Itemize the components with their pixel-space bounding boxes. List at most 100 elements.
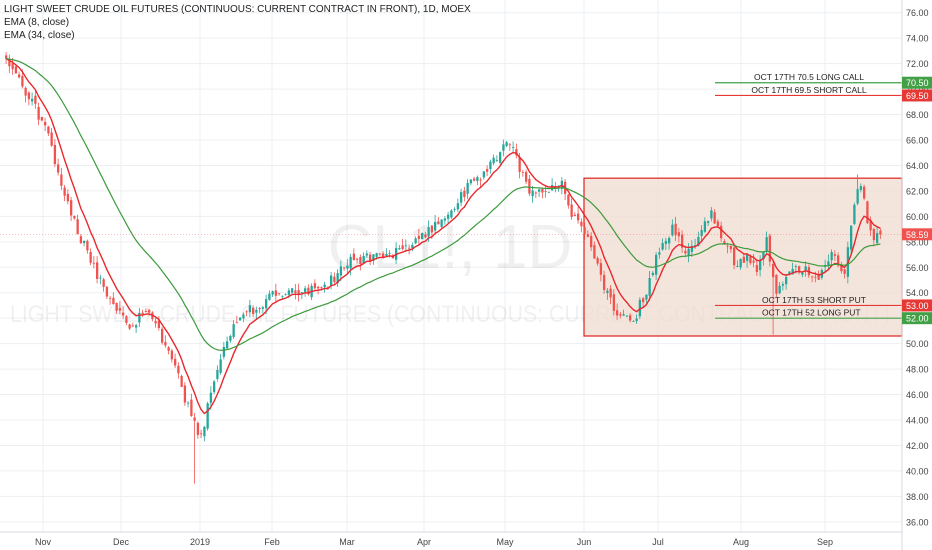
candle — [638, 297, 642, 320]
candle — [346, 259, 349, 275]
candle-body — [840, 264, 843, 272]
candle-body — [508, 144, 512, 146]
candle — [781, 281, 785, 291]
candle — [339, 260, 343, 282]
candle-body — [206, 403, 209, 429]
candle-body — [739, 258, 742, 268]
option-level[interactable]: OCT 17TH 53 SHORT PUT — [715, 295, 902, 307]
candle — [456, 198, 460, 213]
candle — [739, 258, 742, 270]
candle — [174, 353, 177, 369]
candle-body — [833, 254, 837, 256]
candle — [687, 243, 690, 263]
candle-body — [463, 190, 466, 197]
candle — [775, 274, 778, 298]
option-level-annotations[interactable]: OCT 17TH 70.5 LONG CALL OCT 17TH 69.5 SHO… — [715, 72, 902, 319]
time-axis[interactable]: Nov Dec 2019 Feb Mar Apr May Jun Jul Aug Sep — [0, 531, 902, 547]
candle-body — [642, 298, 645, 303]
candle-body — [161, 328, 164, 343]
candle — [115, 302, 118, 314]
candle-body — [453, 208, 456, 210]
candle-body — [60, 174, 63, 186]
candle — [248, 299, 252, 318]
candle — [167, 346, 170, 355]
candle-body — [408, 247, 411, 249]
candle — [122, 306, 125, 320]
option-level[interactable]: OCT 17TH 52 LONG PUT — [715, 308, 902, 319]
candle — [154, 317, 157, 328]
candle — [645, 294, 648, 305]
candle — [180, 374, 183, 387]
candle — [5, 52, 8, 65]
option-level[interactable]: OCT 17TH 70.5 LONG CALL — [715, 72, 902, 84]
candle-body — [167, 347, 170, 351]
candle — [76, 214, 79, 235]
candle — [47, 125, 50, 136]
candle-body — [668, 237, 671, 244]
candle-body — [222, 346, 226, 357]
candle-body — [762, 251, 765, 260]
candle-body — [369, 254, 372, 262]
candle-body — [21, 76, 24, 87]
candle-body — [440, 219, 443, 227]
candle-body — [66, 193, 70, 202]
candle — [284, 293, 287, 296]
candle-body — [567, 194, 570, 206]
candle-body — [505, 142, 508, 146]
candle — [632, 320, 635, 322]
candle — [479, 177, 482, 188]
candle — [242, 312, 245, 323]
candle — [664, 237, 668, 251]
y-tick-label: 54.00 — [906, 288, 929, 298]
candle — [690, 240, 694, 257]
candle — [11, 58, 14, 75]
candle — [625, 315, 629, 317]
candle-body — [417, 235, 421, 240]
candle — [508, 142, 512, 151]
candle — [187, 401, 190, 408]
price-tag-bg — [902, 299, 932, 312]
candle-body — [339, 266, 343, 276]
indicator-ema-slow[interactable]: EMA (34, close) — [4, 30, 75, 41]
candle-body — [512, 147, 515, 148]
candle-body — [856, 189, 859, 204]
indicator-ema-fast[interactable]: EMA (8, close) — [4, 17, 70, 28]
candle-body — [713, 212, 716, 224]
candle-body — [226, 341, 229, 349]
candle-body — [427, 227, 430, 237]
candle-body — [450, 210, 453, 218]
candle-body — [300, 292, 304, 293]
x-tick-label: Aug — [733, 537, 749, 547]
candle — [866, 200, 869, 225]
candle — [541, 187, 544, 199]
candle-body — [755, 265, 759, 272]
candle-body — [11, 63, 14, 70]
candle — [216, 365, 219, 382]
candle-body — [164, 341, 167, 346]
option-level[interactable]: OCT 17TH 69.5 SHORT CALL — [715, 85, 902, 97]
candle — [434, 215, 437, 234]
candle-body — [252, 307, 255, 315]
candle — [525, 169, 528, 185]
candle-body — [102, 279, 105, 287]
candle-body — [661, 243, 664, 250]
candle — [219, 353, 222, 375]
candle — [229, 334, 232, 343]
candle — [258, 307, 261, 314]
candle-body — [323, 284, 326, 288]
candle-body — [76, 219, 79, 235]
candle-body — [343, 267, 346, 269]
candle-body — [213, 381, 216, 393]
candle — [141, 309, 144, 317]
candle — [177, 362, 180, 379]
candle — [135, 323, 138, 333]
candle-body — [492, 157, 495, 164]
candle — [577, 206, 580, 224]
candle-body — [118, 308, 122, 311]
candle — [801, 272, 804, 278]
candle-body — [671, 224, 674, 236]
candle — [606, 287, 609, 300]
candle-body — [583, 227, 586, 234]
